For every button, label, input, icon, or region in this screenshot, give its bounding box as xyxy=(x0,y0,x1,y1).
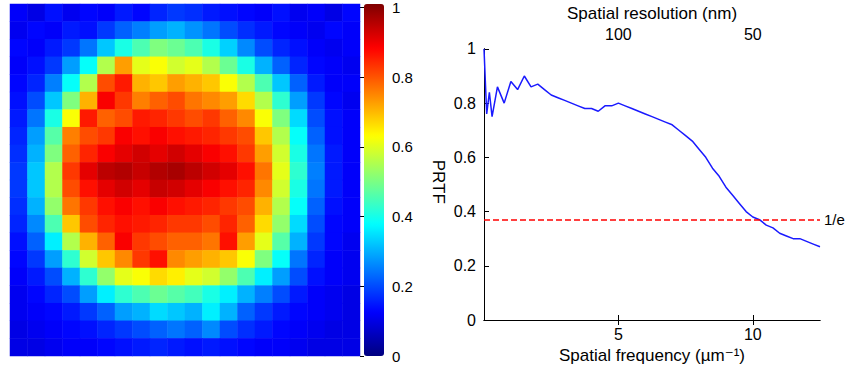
svg-text:0.6: 0.6 xyxy=(392,138,413,155)
svg-text:1/e: 1/e xyxy=(824,211,845,228)
svg-text:Spatial frequency (µm⁻¹): Spatial frequency (µm⁻¹) xyxy=(559,346,745,365)
svg-text:0.4: 0.4 xyxy=(392,208,413,225)
svg-text:50: 50 xyxy=(744,26,762,43)
svg-text:0.4: 0.4 xyxy=(454,203,476,220)
svg-text:100: 100 xyxy=(605,26,632,43)
svg-text:Spatial resolution (nm): Spatial resolution (nm) xyxy=(567,4,737,23)
svg-text:0.2: 0.2 xyxy=(454,257,476,274)
svg-text:0: 0 xyxy=(392,348,400,365)
svg-text:PRTF: PRTF xyxy=(429,160,448,204)
svg-text:0.2: 0.2 xyxy=(392,278,413,295)
svg-text:0.8: 0.8 xyxy=(392,69,413,86)
svg-text:1: 1 xyxy=(467,40,476,57)
svg-text:5: 5 xyxy=(614,326,623,343)
svg-text:0: 0 xyxy=(467,312,476,329)
svg-text:0.6: 0.6 xyxy=(454,149,476,166)
svg-text:0.8: 0.8 xyxy=(454,95,476,112)
svg-text:1: 1 xyxy=(392,0,400,16)
svg-text:10: 10 xyxy=(744,326,762,343)
